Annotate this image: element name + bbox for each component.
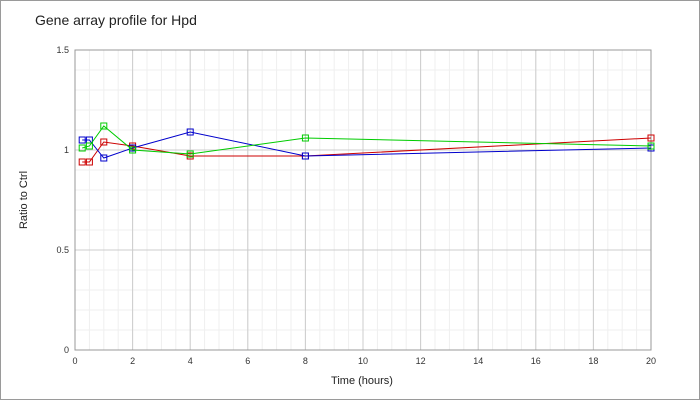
x-tick-label: 14	[473, 356, 483, 366]
data-point-marker	[301, 152, 309, 160]
x-axis-label: Time (hours)	[331, 375, 393, 387]
series-3	[78, 122, 655, 158]
data-point-marker	[78, 144, 86, 152]
y-axis-label: Ratio to Ctrl	[18, 171, 30, 229]
data-point-marker	[100, 122, 108, 130]
x-tick-label: 6	[245, 356, 250, 366]
y-tick-label: 1	[64, 145, 69, 155]
data-point-marker	[100, 138, 108, 146]
data-point-marker	[100, 154, 108, 162]
data-point-marker	[186, 128, 194, 136]
series-line	[82, 125, 652, 155]
data-point-marker	[301, 134, 309, 142]
x-tick-label: 10	[358, 356, 368, 366]
data-point-marker	[78, 158, 86, 166]
x-tick-label: 0	[72, 356, 77, 366]
x-tick-label: 12	[416, 356, 426, 366]
x-tick-label: 18	[588, 356, 598, 366]
data-point-marker	[78, 136, 86, 144]
data-point-marker	[186, 150, 194, 158]
y-tick-labels: 0 0.5 1 1.5	[56, 45, 69, 355]
y-tick-label: 1.5	[56, 45, 69, 55]
y-tick-label: 0.5	[56, 245, 69, 255]
x-tick-label: 16	[531, 356, 541, 366]
series-2	[78, 128, 655, 162]
x-tick-label: 8	[303, 356, 308, 366]
plot-frame	[74, 49, 652, 351]
series-layer	[78, 122, 655, 166]
data-point-marker	[647, 134, 655, 142]
y-tick-label: 0	[64, 345, 69, 355]
x-tick-label: 2	[130, 356, 135, 366]
data-point-marker	[85, 158, 93, 166]
x-tick-label: 4	[188, 356, 193, 366]
x-tick-label: 20	[646, 356, 656, 366]
x-tick-labels: 0 2 4 6 8 10 12 14 16 18 20	[72, 356, 656, 366]
data-point-marker	[647, 142, 655, 150]
data-point-marker	[85, 142, 93, 150]
plot-border	[74, 49, 652, 351]
data-point-marker	[129, 146, 137, 154]
series-line	[82, 131, 652, 159]
chart-title: Gene array profile for Hpd	[35, 12, 197, 28]
